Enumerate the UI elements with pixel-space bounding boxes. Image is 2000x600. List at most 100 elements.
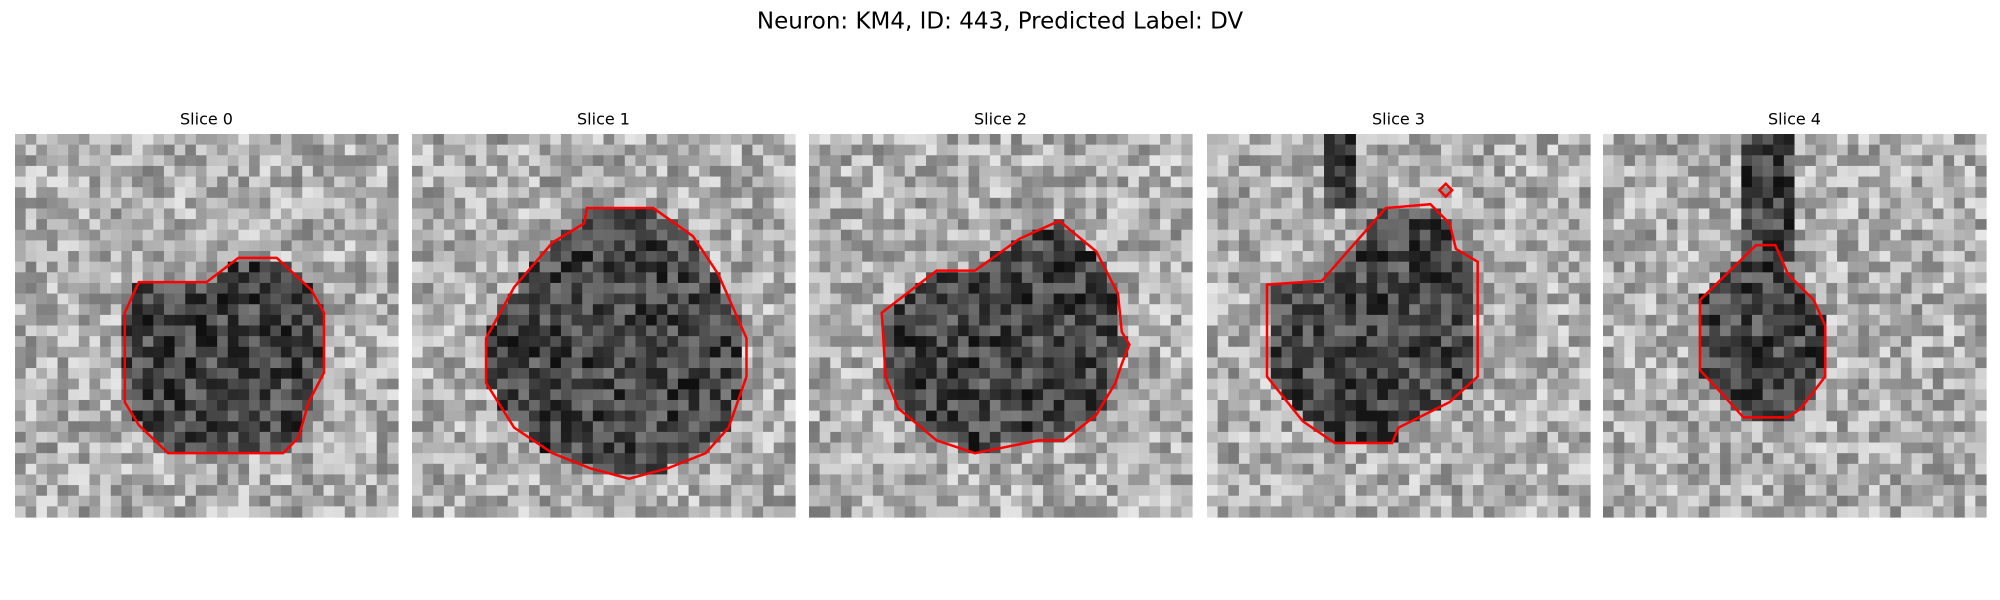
pixel [376,240,388,252]
pixel [947,378,959,390]
pixel [1238,421,1251,433]
pixel [68,325,80,337]
pixel [1387,314,1400,327]
pixel [1074,272,1087,284]
pixel [1117,410,1129,422]
pixel [78,389,91,401]
pixel [688,197,700,210]
pixel [280,229,293,241]
pixel [1138,165,1151,178]
pixel [582,474,594,486]
pixel [1011,325,1023,337]
pixel [142,474,154,486]
pixel [1526,272,1538,284]
pixel [720,251,732,263]
pixel [36,421,48,433]
pixel [1032,410,1044,422]
pixel [475,389,488,401]
pixel [819,240,831,252]
pixel [334,410,346,422]
pixel [1270,442,1283,454]
pixel [1387,378,1400,390]
pixel [904,272,916,284]
pixel [1547,165,1559,178]
pixel [688,495,700,507]
pixel [1355,314,1368,327]
pixel [979,229,991,241]
pixel [1106,251,1119,263]
pixel [915,134,927,146]
pixel [773,208,785,220]
pixel [989,431,1002,444]
pixel [550,155,562,167]
pixel [1170,272,1182,284]
pixel [454,325,466,337]
pixel [36,176,48,188]
pixel [862,314,874,327]
pixel [667,293,679,305]
pixel [1074,346,1087,359]
pixel [15,506,27,518]
pixel [376,357,388,369]
pixel [1149,261,1161,273]
pixel [830,165,842,178]
pixel [280,325,293,337]
pixel [915,208,927,220]
pixel [507,346,519,359]
pixel [979,144,991,156]
pixel [699,453,711,465]
pixel [334,304,346,316]
pixel [334,421,346,433]
pixel [100,293,112,305]
pixel [1302,176,1314,188]
pixel [1526,357,1538,369]
pixel [1419,421,1432,433]
pixel [968,293,980,305]
pixel [89,261,101,273]
pixel [518,389,530,401]
pixel [217,176,229,188]
pixel [68,378,80,390]
pixel [366,421,378,433]
pixel [78,165,91,178]
pixel [1409,442,1421,454]
pixel [1128,495,1140,507]
pixel [830,272,842,284]
pixel [475,474,488,486]
pixel [720,155,732,167]
pixel [355,421,367,433]
pixel [291,474,303,486]
pixel [1579,187,1591,199]
pixel [763,144,775,156]
pixel [217,378,229,390]
pixel [1228,304,1240,316]
pixel [227,346,240,359]
pixel [904,389,916,401]
pixel [1494,208,1506,220]
pixel [433,325,445,337]
pixel [1217,176,1229,188]
pixel [947,282,959,295]
pixel [592,506,605,518]
pixel [699,336,711,348]
pixel [1483,336,1495,348]
pixel [1149,187,1161,199]
pixel [709,495,722,507]
pixel [699,155,711,167]
pixel [677,421,690,433]
pixel [763,410,775,422]
pixel [1106,410,1119,422]
pixel [840,272,853,284]
pixel [550,176,562,188]
pixel [376,197,388,210]
pixel [78,346,91,359]
pixel [486,165,498,178]
pixel [36,187,48,199]
pixel [1021,197,1034,210]
pixel [936,389,948,401]
pixel [142,399,154,412]
pixel [100,197,112,210]
pixel [529,325,541,337]
pixel [1398,378,1410,390]
pixel [809,410,821,422]
